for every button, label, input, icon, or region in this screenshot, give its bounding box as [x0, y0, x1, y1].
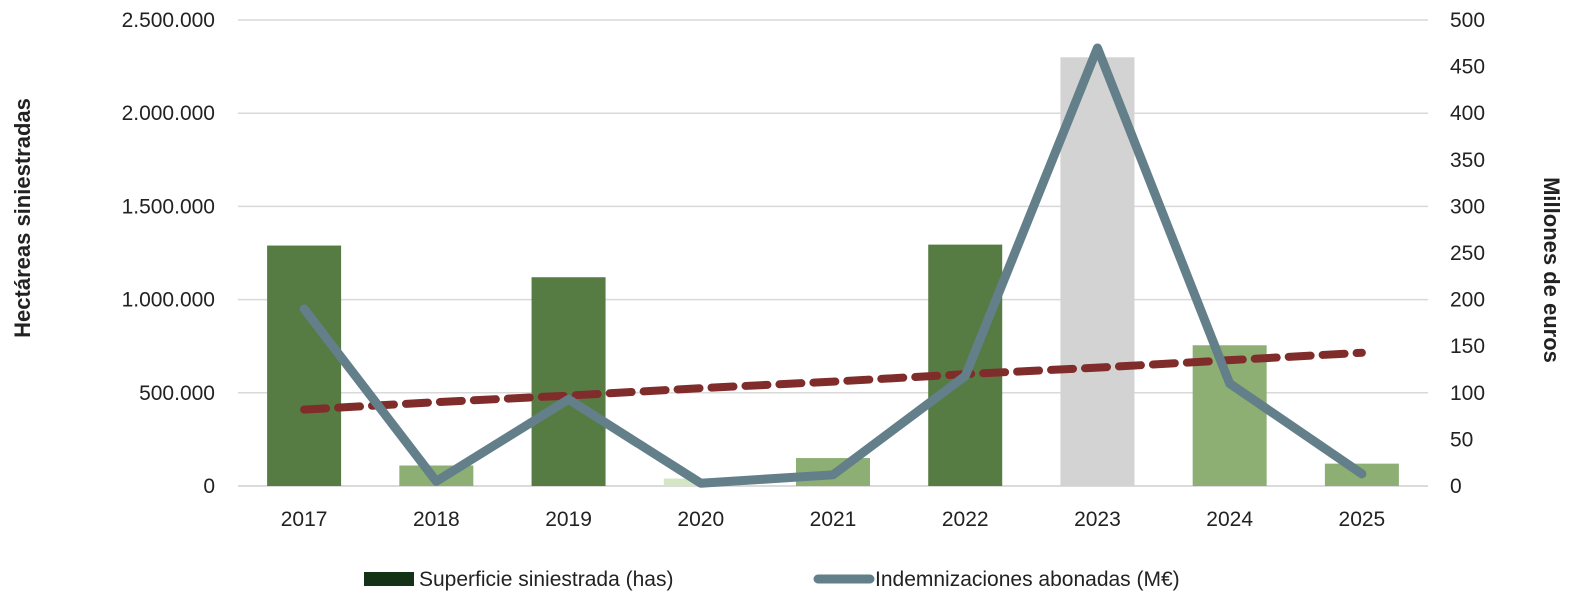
legend-bar-swatch: [364, 572, 414, 586]
left-tick-label: 1.500.000: [122, 195, 215, 218]
right-tick-label: 50: [1450, 428, 1473, 451]
left-tick-label: 2.500.000: [122, 9, 215, 32]
line-series: [299, 43, 1367, 488]
legend-bar-label: Superficie siniestrada (has): [419, 568, 673, 591]
right-tick-label: 150: [1450, 335, 1485, 358]
right-tick-label: 450: [1450, 56, 1485, 79]
left-tick-label: 2.000.000: [122, 102, 215, 125]
x-tick-label: 2023: [1074, 508, 1121, 531]
x-tick-label: 2020: [677, 508, 724, 531]
x-tick-label: 2019: [545, 508, 592, 531]
right-tick-label: 500: [1450, 9, 1485, 32]
bar: [1192, 345, 1267, 486]
right-tick-label: 350: [1450, 149, 1485, 172]
indemnizaciones-line: [299, 43, 1367, 488]
bar: [267, 245, 342, 486]
left-axis-title: Hectáreas siniestradas: [10, 98, 35, 338]
x-tick-label: 2018: [413, 508, 460, 531]
right-axis-title: Millones de euros: [1539, 177, 1564, 363]
legend-line-label: Indemnizaciones abonadas (M€): [875, 568, 1180, 591]
x-axis-ticks: 2017 2018 2019 2020 2021 2022 2023 2024 2025: [281, 508, 1385, 531]
x-tick-label: 2022: [942, 508, 989, 531]
left-tick-label: 500.000: [139, 382, 215, 405]
left-tick-label: 1.000.000: [122, 289, 215, 312]
right-tick-label: 100: [1450, 382, 1485, 405]
right-axis-ticks: 0 50 100 150 200 250 300 350 400 450 500: [1450, 9, 1485, 498]
right-tick-label: 300: [1450, 195, 1485, 218]
right-tick-label: 250: [1450, 242, 1485, 265]
x-tick-label: 2021: [810, 508, 857, 531]
right-tick-label: 200: [1450, 289, 1485, 312]
bar: [1060, 57, 1135, 486]
left-axis-ticks: 0 500.000 1.000.000 1.500.000 2.000.000 2.500…: [122, 9, 215, 498]
x-tick-label: 2025: [1339, 508, 1386, 531]
trend-line: [300, 348, 1366, 414]
x-tick-label: 2017: [281, 508, 328, 531]
x-tick-label: 2024: [1206, 508, 1253, 531]
left-tick-label: 0: [203, 475, 215, 498]
right-tick-label: 400: [1450, 102, 1485, 125]
legend: Superficie siniestrada (has) Indemnizaci…: [364, 568, 1180, 591]
right-tick-label: 0: [1450, 475, 1462, 498]
bar: [531, 277, 606, 486]
bar-series: [267, 57, 1399, 486]
